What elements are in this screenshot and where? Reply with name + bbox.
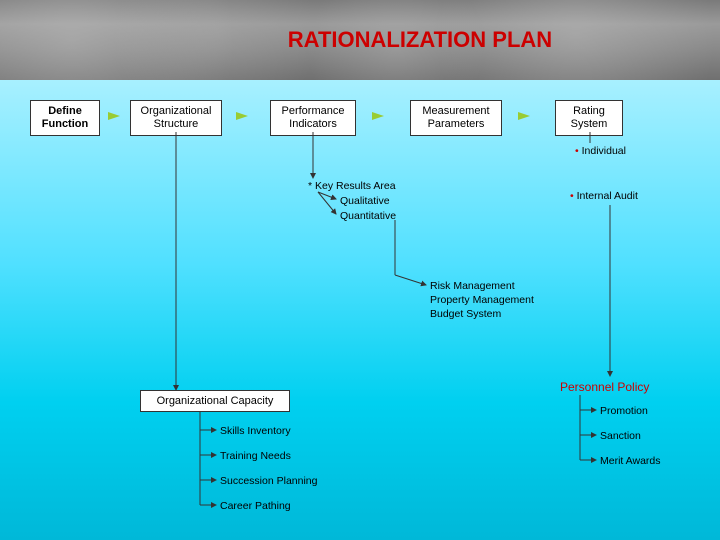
bullet-icon: • (570, 190, 577, 202)
label-quantitative: Quantitative (340, 210, 396, 224)
label-risk: Risk Management (430, 280, 515, 294)
box-rating-system: Rating System (555, 100, 623, 136)
box-org-capacity: Organizational Capacity (140, 390, 290, 412)
box-text: Performance (282, 105, 345, 117)
label-individual: • Individual (575, 145, 626, 159)
label-sanction: Sanction (600, 430, 641, 444)
box-measurement-parameters: Measurement Parameters (410, 100, 502, 136)
bullet-icon: • (575, 145, 582, 157)
label-qualitative: Qualitative (340, 195, 390, 209)
box-text: Structure (154, 118, 199, 130)
label-promotion: Promotion (600, 405, 648, 419)
box-text: Function (42, 118, 88, 130)
label-property: Property Management (430, 294, 534, 308)
box-text: System (571, 118, 608, 130)
label-budget: Budget System (430, 308, 501, 322)
box-define-function: Define Function (30, 100, 100, 136)
box-org-structure: Organizational Structure (130, 100, 222, 136)
arrow-icon (372, 112, 384, 120)
arrow-icon (518, 112, 530, 120)
box-text: Measurement (422, 105, 489, 117)
box-performance-indicators: Performance Indicators (270, 100, 356, 136)
label-training: Training Needs (220, 450, 291, 464)
text: Internal Audit (577, 190, 638, 202)
box-text: Organizational (141, 105, 212, 117)
label-internal-audit: • Internal Audit (570, 190, 638, 204)
box-text: Parameters (428, 118, 485, 130)
box-text: Define (48, 105, 82, 117)
label-kra: * Key Results Area (308, 180, 396, 194)
box-text: Indicators (289, 118, 337, 130)
label-skills: Skills Inventory (220, 425, 291, 439)
arrow-icon (236, 112, 248, 120)
label-career: Career Pathing (220, 500, 291, 514)
header-banner: RATIONALIZATION PLAN (0, 0, 720, 80)
label-succession: Succession Planning (220, 475, 317, 489)
label-personnel-policy: Personnel Policy (560, 380, 649, 396)
box-text: Organizational Capacity (157, 395, 274, 407)
box-text: Rating (573, 105, 605, 117)
arrow-icon (108, 112, 120, 120)
text: Individual (582, 145, 626, 157)
label-merit: Merit Awards (600, 455, 661, 469)
diagram-area: Define Function Organizational Structure… (0, 80, 720, 540)
page-title: RATIONALIZATION PLAN (288, 27, 552, 53)
